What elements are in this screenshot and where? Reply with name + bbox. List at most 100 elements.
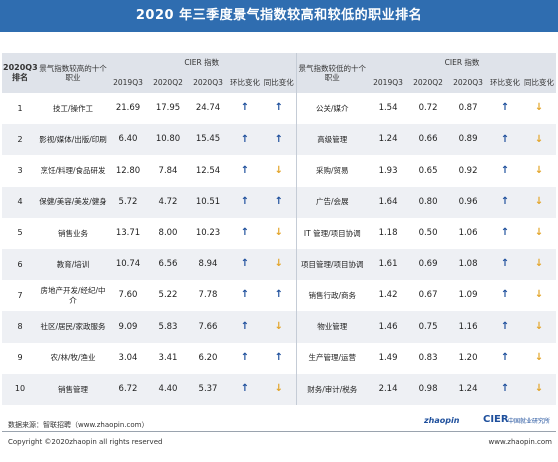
high-occupation-cell: 教育/培训	[56, 259, 90, 269]
arrow-up-icon: ↑	[500, 383, 510, 395]
low-2019q3-cell: 1.42	[378, 290, 398, 301]
low-2019q3-cell: 1.64	[378, 196, 398, 207]
arrow-down-icon: ↓	[534, 320, 544, 332]
high-2020q2-cell: 4.40	[158, 383, 178, 394]
high-2019q3-header: 2019Q3	[108, 73, 148, 93]
low-occupation-cell: 销售行政/商务	[295, 280, 369, 312]
high-2019q3-cell: 6.72	[118, 383, 138, 394]
low-2020q3-cell: 0.89	[458, 134, 478, 145]
low-2020q2-cell: 0.66	[418, 134, 438, 145]
table-row: 5 销售业务 13.71 8.00 10.23 ↑ ↓ IT 管理/项目协调 1.18 0.50 1…	[2, 217, 557, 249]
low-2020q2-cell: 0.75	[418, 321, 438, 332]
arrow-up-icon: ↑	[500, 289, 510, 301]
arrow-up-icon: ↑	[274, 351, 283, 363]
high-2020q3-cell: 8.94	[198, 259, 218, 270]
high-2020q3-cell: 5.37	[198, 383, 218, 394]
high-yoy-header: 同比变化	[262, 73, 297, 93]
high-2020q3-header: 2020Q3	[188, 73, 228, 93]
high-occupation-cell: 保健/美容/美发/健身	[39, 197, 107, 207]
high-yoy-arrow: ↓	[262, 311, 296, 342]
low-qoq-arrow: ↑	[488, 218, 522, 249]
arrow-up-icon: ↑	[240, 164, 250, 176]
high-2020q2-cell: 7.84	[158, 165, 178, 176]
arrow-up-icon: ↑	[274, 289, 283, 301]
low-2020q3-header: 2020Q3	[448, 73, 489, 93]
table-row: 8 社区/居民/家政服务 9.09 5.83 7.66 ↑ ↓ 物业管理 1.46 0.75 1.1…	[2, 311, 557, 343]
high-cier-header: CIER 指数	[108, 53, 297, 73]
arrow-down-icon: ↓	[534, 133, 544, 145]
high-qoq-arrow: ↑	[228, 374, 262, 405]
low-qoq-arrow: ↑	[488, 343, 522, 374]
low-qoq-header: 环比变化	[488, 73, 523, 93]
low-2020q2-cell: 0.67	[418, 290, 438, 301]
low-2020q3-cell: 1.09	[458, 290, 478, 301]
high-qoq-arrow: ↑	[228, 124, 262, 155]
arrow-up-icon: ↑	[274, 133, 283, 145]
rank-cell: 10	[14, 384, 26, 394]
high-2019q3-cell: 5.72	[118, 196, 138, 207]
high-occupation-cell: 销售管理	[58, 384, 88, 394]
low-2020q2-cell: 0.65	[418, 165, 438, 176]
low-yoy-arrow: ↓	[522, 187, 556, 218]
low-qoq-arrow: ↑	[488, 249, 522, 280]
low-2020q2-cell: 0.98	[418, 383, 438, 394]
rank-cell: 1	[17, 103, 23, 113]
high-occupation-header: 景气指数较高的十个职业	[38, 53, 108, 93]
high-2020q3-cell: 7.66	[198, 321, 218, 332]
table-row: 10 销售管理 6.72 4.40 5.37 ↑ ↓ 财务/审计/税务 2.14 0.98 1.24…	[2, 373, 557, 405]
high-2020q2-cell: 4.72	[158, 196, 178, 207]
rank-cell: 6	[17, 259, 23, 269]
high-2019q3-cell: 13.71	[115, 228, 141, 239]
high-yoy-arrow: ↓	[262, 218, 296, 249]
low-2019q3-cell: 1.54	[378, 103, 398, 114]
rank-header: 2020Q3 排名	[2, 53, 38, 93]
low-qoq-arrow: ↑	[488, 93, 522, 124]
low-2020q3-cell: 0.92	[458, 165, 478, 176]
high-qoq-arrow: ↑	[228, 155, 262, 186]
low-2019q3-cell: 1.18	[378, 228, 398, 239]
low-qoq-arrow: ↑	[488, 155, 522, 186]
high-occupation-cell: 烹饪/料理/食品研发	[40, 166, 106, 176]
high-yoy-arrow: ↑	[262, 187, 296, 218]
occupation-ranking-table: 2020Q3 排名 景气指数较高的十个职业 CIER 指数 景气指数较低的十个职…	[2, 53, 557, 405]
high-yoy-arrow: ↓	[262, 374, 296, 405]
high-occupation-cell: 农/林/牧/渔业	[50, 353, 96, 363]
header-row-top: 2020Q3 排名 景气指数较高的十个职业 CIER 指数 景气指数较低的十个职…	[2, 53, 557, 93]
arrow-up-icon: ↑	[500, 320, 510, 332]
high-2020q2-cell: 6.56	[158, 259, 178, 270]
arrow-down-icon: ↓	[274, 258, 283, 270]
arrow-down-icon: ↓	[534, 258, 544, 270]
arrow-down-icon: ↓	[274, 383, 283, 395]
low-yoy-arrow: ↓	[522, 249, 556, 280]
arrow-up-icon: ↑	[500, 133, 510, 145]
arrow-up-icon: ↑	[500, 227, 510, 239]
table-row: 1 技工/操作工 21.69 17.95 24.74 ↑ ↑ 公关/媒介 1.54 0.72 0.8…	[2, 93, 557, 125]
rank-cell: 7	[17, 290, 23, 300]
low-yoy-arrow: ↓	[522, 374, 556, 405]
high-2019q3-cell: 3.04	[118, 352, 138, 363]
low-2019q3-cell: 1.46	[378, 321, 398, 332]
data-source: 数据来源：智联招聘（www.zhaopin.com）	[8, 421, 149, 429]
high-yoy-arrow: ↑	[262, 280, 296, 311]
low-2020q2-cell: 0.80	[418, 196, 438, 207]
arrow-down-icon: ↓	[274, 227, 283, 239]
low-cier-header: CIER 指数	[368, 53, 557, 73]
high-2020q2-cell: 5.22	[158, 290, 178, 301]
rank-cell: 3	[17, 165, 23, 175]
high-2020q3-cell: 12.54	[195, 165, 221, 176]
low-2020q2-header: 2020Q2	[408, 73, 449, 93]
low-occupation-cell: 物业管理	[295, 311, 369, 343]
arrow-up-icon: ↑	[240, 351, 250, 363]
high-qoq-arrow: ↑	[228, 218, 262, 249]
arrow-up-icon: ↑	[240, 133, 250, 145]
high-2019q3-cell: 6.40	[118, 134, 138, 145]
low-occupation-cell: 公关/媒介	[295, 93, 369, 125]
arrow-up-icon: ↑	[240, 383, 250, 395]
high-2020q3-cell: 6.20	[198, 352, 218, 363]
high-yoy-arrow: ↓	[262, 155, 296, 186]
low-yoy-arrow: ↓	[522, 218, 556, 249]
rank-cell: 8	[17, 321, 23, 331]
low-2020q3-cell: 1.16	[458, 321, 478, 332]
table-row: 7 房地产开发/经纪/中介 7.60 5.22 7.78 ↑ ↑ 销售行政/商务 1.42 0.6…	[2, 280, 557, 312]
low-2019q3-cell: 1.24	[378, 134, 398, 145]
